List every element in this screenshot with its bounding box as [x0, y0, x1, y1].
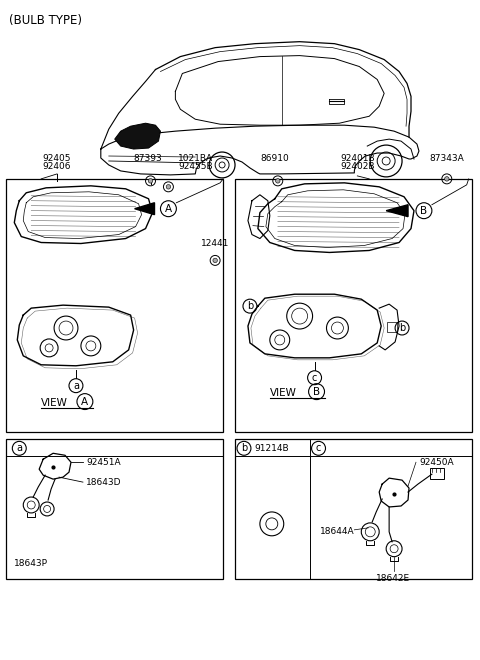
Text: 18643D: 18643D — [86, 478, 121, 486]
Text: b: b — [399, 323, 405, 333]
Text: 87343A: 87343A — [430, 154, 464, 163]
Text: (BULB TYPE): (BULB TYPE) — [9, 14, 83, 27]
Text: 92451A: 92451A — [86, 458, 120, 467]
Text: 92450A: 92450A — [419, 458, 454, 467]
Bar — [387, 322, 397, 332]
Text: a: a — [73, 381, 79, 391]
Text: B: B — [420, 206, 428, 216]
Text: b: b — [247, 301, 253, 311]
Text: 18644A: 18644A — [320, 527, 354, 537]
Bar — [235, 179, 472, 432]
Text: c: c — [312, 373, 317, 383]
Circle shape — [444, 177, 449, 181]
Bar — [430, 468, 444, 479]
Circle shape — [213, 258, 217, 263]
Text: 18642E: 18642E — [376, 574, 410, 583]
Polygon shape — [115, 123, 160, 149]
Circle shape — [276, 179, 280, 183]
Text: 92402B: 92402B — [340, 162, 374, 171]
Text: c: c — [316, 444, 321, 453]
Circle shape — [166, 185, 171, 189]
Text: A: A — [81, 397, 88, 407]
Text: VIEW: VIEW — [41, 397, 68, 408]
Text: 18643P: 18643P — [14, 559, 48, 568]
Circle shape — [148, 179, 153, 183]
Text: 1021BA: 1021BA — [179, 154, 214, 163]
Text: 12441: 12441 — [201, 240, 229, 248]
Text: 87393: 87393 — [133, 154, 162, 163]
Text: 92405: 92405 — [43, 154, 72, 163]
Text: 86910: 86910 — [261, 154, 289, 163]
Text: b: b — [241, 444, 247, 453]
Polygon shape — [134, 203, 155, 214]
Bar — [6, 179, 223, 432]
Text: VIEW: VIEW — [270, 387, 297, 398]
Text: 92455B: 92455B — [179, 162, 213, 171]
Text: a: a — [16, 444, 22, 453]
Text: 92406: 92406 — [43, 162, 72, 171]
Bar — [235, 440, 472, 579]
Text: 91214B: 91214B — [254, 444, 288, 453]
Text: 92401B: 92401B — [340, 154, 374, 163]
Text: A: A — [165, 204, 172, 214]
Polygon shape — [386, 205, 408, 216]
Bar — [6, 440, 223, 579]
Text: B: B — [313, 387, 320, 397]
